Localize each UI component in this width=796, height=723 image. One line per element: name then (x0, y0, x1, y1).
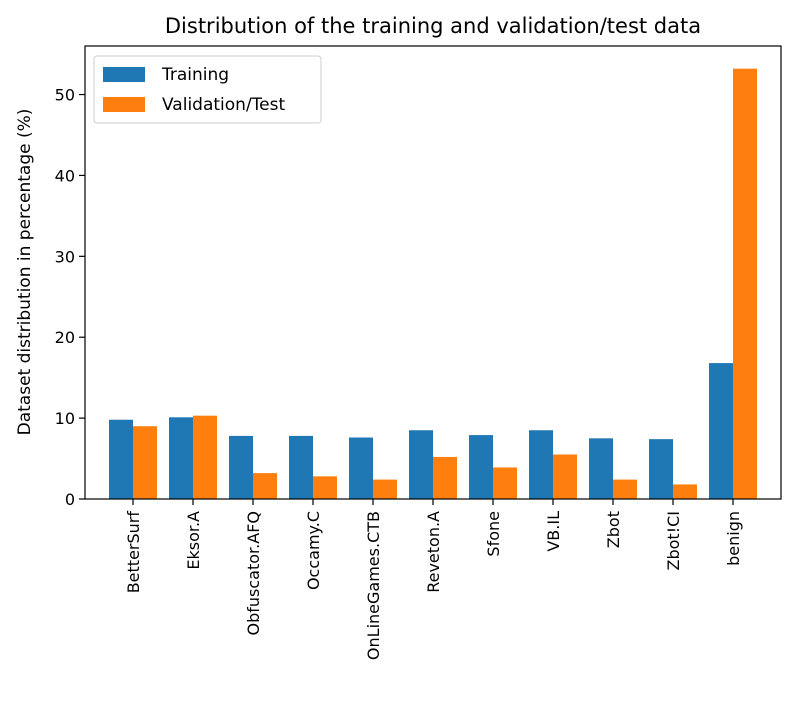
bar-training-zbot (589, 438, 613, 499)
y-tick-label: 20 (55, 328, 75, 347)
bar-validation-test-occamy-c (313, 476, 337, 499)
bar-training-obfuscator-afq (229, 435, 253, 499)
chart-title: Distribution of the training and validat… (165, 14, 701, 38)
bar-validation-test-bettersurf (133, 426, 157, 499)
bar-training-onlinegames-ctb (349, 437, 373, 499)
bar-validation-test-reveton-a (433, 456, 457, 499)
y-tick-label: 40 (55, 166, 75, 185)
x-tick-label: Occamy.C (304, 511, 323, 590)
legend-label-validation-test: Validation/Test (162, 95, 285, 115)
bar-training-occamy-c (289, 435, 313, 499)
y-tick-label: 0 (65, 490, 75, 509)
bar-training-benign (709, 363, 733, 499)
legend-label-training: Training (161, 65, 229, 85)
legend: Training Validation/Test (93, 55, 322, 124)
bar-validation-test-obfuscator-afq (253, 473, 277, 499)
legend-swatch-validation-test (103, 97, 145, 112)
x-tick-label: Sfone (484, 511, 503, 557)
x-tick-label: Zbot (604, 511, 623, 548)
bar-validation-test-zbot (613, 479, 637, 499)
bar-training-bettersurf (109, 419, 133, 499)
x-tick-label: BetterSurf (124, 511, 143, 594)
y-tick-label: 30 (55, 247, 75, 266)
bar-validation-test-vb-il (553, 454, 577, 499)
bar-training-sfone (469, 435, 493, 499)
bar-validation-test-zbot-ci (673, 484, 697, 499)
bar-training-vb-il (529, 430, 553, 499)
x-tick-label: Reveton.A (424, 511, 443, 593)
bar-validation-test-benign (733, 68, 757, 500)
legend-box (93, 55, 322, 124)
bar-validation-test-onlinegames-ctb (373, 479, 397, 499)
x-tick-label: OnLineGames.CTB (364, 511, 383, 660)
x-tick-label: Zbot!CI (664, 511, 683, 570)
y-tick-label: 50 (55, 86, 75, 105)
bar-training-zbot-ci (649, 439, 673, 499)
plot-frame (84, 45, 782, 500)
y-axis: 0 10 20 30 40 50 (55, 86, 85, 509)
x-tick-label: Eksor.A (184, 511, 203, 570)
bar-validation-test-sfone (493, 467, 517, 499)
bar-validation-test-eksor-a (193, 415, 217, 499)
y-tick-label: 10 (55, 409, 75, 428)
bars-group (109, 68, 757, 500)
legend-swatch-training (103, 67, 145, 82)
x-axis: BetterSurf Eksor.A Obfuscator.AFQ Occamy.C O… (124, 499, 743, 660)
x-tick-label: benign (724, 511, 743, 566)
bar-training-reveton-a (409, 430, 433, 499)
bar-training-eksor-a (169, 417, 193, 499)
y-axis-label: Dataset distribution in percentage (%) (15, 109, 35, 436)
x-tick-label: Obfuscator.AFQ (244, 511, 263, 635)
x-tick-label: VB.IL (544, 511, 563, 552)
